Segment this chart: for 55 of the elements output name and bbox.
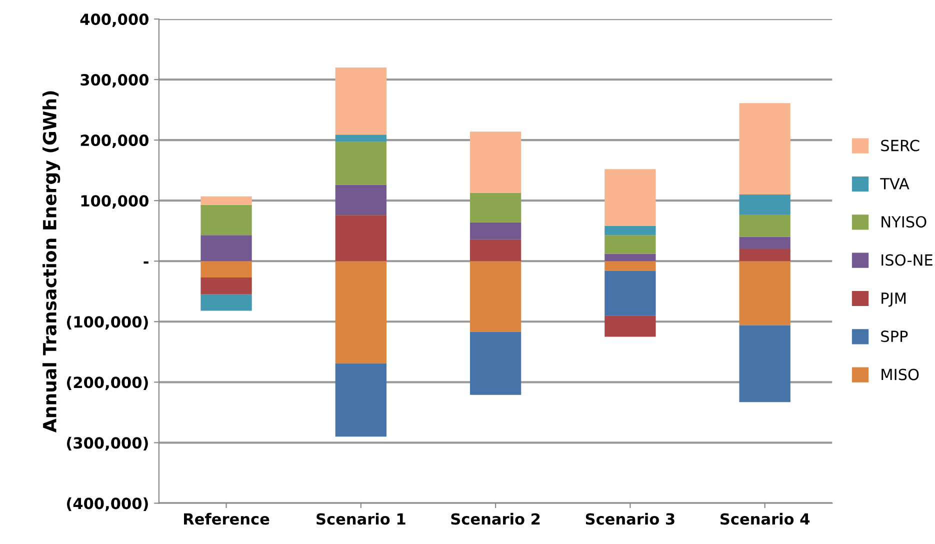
bar xyxy=(470,192,522,222)
bar xyxy=(739,261,790,326)
bar xyxy=(604,254,656,262)
y-tick-label: (100,000) xyxy=(66,316,148,330)
x-tick-label: Scenario 4 xyxy=(720,512,810,525)
legend-label: NYISO xyxy=(882,216,926,228)
bar xyxy=(604,226,656,236)
bar xyxy=(604,235,656,254)
y-axis-title: Annual Transaction Energy (GWh) xyxy=(42,91,60,432)
bar xyxy=(470,239,522,262)
legend-label: SERC xyxy=(881,140,920,152)
y-tick-label: 300,000 xyxy=(80,74,148,88)
legend-label: ISO-NE xyxy=(882,254,932,266)
bar xyxy=(335,363,386,437)
bar xyxy=(739,103,790,195)
x-tick-label: Scenario 1 xyxy=(316,512,406,525)
bar xyxy=(335,261,386,364)
x-tick-label: Scenario 2 xyxy=(451,512,540,525)
bar xyxy=(335,67,386,135)
bar xyxy=(739,194,790,215)
bar xyxy=(470,222,522,240)
bar xyxy=(335,184,386,216)
x-tick-label: Scenario 3 xyxy=(586,512,674,525)
legend-label: MISO xyxy=(882,368,919,380)
legend-label: PJM xyxy=(882,292,906,307)
bar xyxy=(200,261,252,278)
bar xyxy=(739,325,790,402)
bar xyxy=(604,261,656,271)
bar xyxy=(335,134,386,142)
legend-label: SPP xyxy=(881,330,908,342)
bar xyxy=(604,169,656,226)
bar xyxy=(200,235,252,262)
bar xyxy=(470,332,522,395)
bar xyxy=(200,204,252,236)
bar xyxy=(335,215,386,262)
y-tick-label: (400,000) xyxy=(66,497,148,512)
bar xyxy=(470,132,522,193)
y-tick-label: - xyxy=(144,261,148,264)
y-tick-label: 200,000 xyxy=(80,134,148,148)
bar xyxy=(739,214,790,237)
bar xyxy=(200,277,252,294)
y-tick-label: (300,000) xyxy=(66,436,148,451)
bar xyxy=(604,270,656,316)
bar xyxy=(200,196,252,205)
bar xyxy=(739,236,790,250)
y-tick-label: (200,000) xyxy=(66,376,148,390)
y-tick-label: 100,000 xyxy=(81,195,148,209)
bar xyxy=(470,261,522,332)
y-tick-label: 400,000 xyxy=(80,14,148,28)
bar xyxy=(739,249,790,262)
bar xyxy=(604,316,656,337)
legend-label: TVA xyxy=(880,178,910,190)
x-tick-label: Reference xyxy=(184,512,270,525)
bar xyxy=(335,142,386,185)
bar xyxy=(200,294,252,311)
